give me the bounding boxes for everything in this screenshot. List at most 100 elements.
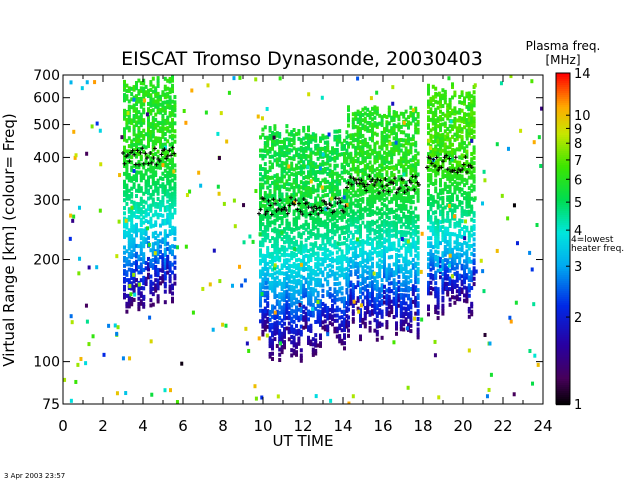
echo-cell <box>319 257 322 262</box>
echo-cell <box>407 230 410 235</box>
echo-cell <box>261 319 265 324</box>
echo-cell <box>275 309 279 314</box>
echo-cell <box>373 286 377 291</box>
echo-cell <box>434 262 438 267</box>
echo-cell <box>156 196 160 201</box>
echo-cell <box>451 253 454 258</box>
echo-cell <box>125 196 129 201</box>
echo-cell <box>441 122 445 127</box>
echo-cell <box>465 249 469 254</box>
echo-cell <box>343 167 346 172</box>
echo-cell <box>135 207 138 212</box>
echo-cell <box>465 144 469 149</box>
echo-cell <box>311 189 315 194</box>
echo-cell <box>453 132 457 137</box>
echo-cell <box>316 293 320 298</box>
echo-cell <box>375 109 379 114</box>
echo-cell <box>465 160 469 165</box>
echo-cell <box>290 229 294 234</box>
echo-cell <box>463 120 466 125</box>
echo-cell <box>439 225 442 230</box>
echo-cell <box>414 172 418 177</box>
echo-cell <box>368 210 372 215</box>
echo-cell <box>392 286 396 291</box>
echo-cell <box>333 158 337 163</box>
echo-cell <box>304 219 308 224</box>
echo-cell <box>132 290 136 295</box>
echo-cell <box>127 194 131 199</box>
echo-cell <box>416 322 420 327</box>
echo-cell <box>409 302 413 307</box>
echo-cell <box>299 232 303 237</box>
echo-cell <box>427 199 430 204</box>
echo-cell <box>144 266 148 271</box>
echo-cell <box>407 209 410 214</box>
echo-cell <box>135 96 138 101</box>
echo-cell <box>472 247 476 252</box>
echo-cell <box>326 256 330 261</box>
echo-cell <box>168 100 172 105</box>
echo-cell <box>458 142 462 147</box>
echo-cell <box>434 244 438 249</box>
echo-cell <box>295 147 298 152</box>
echo-cell <box>414 230 418 235</box>
echo-cell <box>142 191 146 196</box>
echo-cell <box>139 212 143 217</box>
echo-cell <box>285 258 289 263</box>
echo-cell <box>349 201 353 206</box>
echo-cell <box>404 319 408 324</box>
echo-cell <box>383 211 386 216</box>
echo-cell <box>392 315 396 320</box>
echo-cell <box>319 315 322 320</box>
echo-cell <box>135 146 138 151</box>
echo-cell <box>135 251 138 256</box>
echo-cell <box>326 327 330 332</box>
echo-cell <box>132 124 136 129</box>
echo-cell <box>407 259 410 264</box>
echo-cell <box>375 282 379 287</box>
echo-cell <box>368 144 372 149</box>
echo-cell <box>347 142 350 147</box>
echo-cell <box>168 250 172 255</box>
echo-cell <box>297 278 301 283</box>
echo-cell <box>161 279 165 284</box>
echo-cell <box>304 319 308 324</box>
echo-cell <box>331 256 334 261</box>
echo-cell <box>142 86 146 91</box>
echo-cell <box>123 234 126 239</box>
echo-cell <box>271 262 274 267</box>
echo-cell <box>397 264 401 269</box>
echo-cell <box>460 200 464 205</box>
echo-cell <box>125 117 129 122</box>
echo-cell <box>151 100 155 105</box>
echo-cell <box>409 145 413 150</box>
echo-cell <box>273 237 277 242</box>
echo-cell <box>387 286 391 291</box>
echo-cell <box>378 292 382 297</box>
echo-cell <box>307 180 310 185</box>
echo-cell <box>299 148 303 153</box>
echo-cell <box>343 159 346 164</box>
echo-cell <box>363 284 367 289</box>
echo-cell <box>168 216 172 221</box>
echo-cell <box>455 194 459 199</box>
y-axis-label-text: Virtual Range [km] (colour= Freq) <box>0 113 18 366</box>
echo-cell <box>411 200 415 205</box>
echo-cell <box>139 301 143 306</box>
echo-cell <box>351 159 355 164</box>
echo-cell <box>351 264 355 269</box>
echo-cell <box>299 314 303 319</box>
echo-cell <box>273 184 277 189</box>
echo-cell <box>387 231 391 236</box>
echo-cell <box>268 336 272 341</box>
echo-cell <box>340 217 344 222</box>
echo-cell <box>411 194 415 199</box>
echo-cell <box>451 263 454 268</box>
echo-cell <box>465 118 469 123</box>
echo-cell <box>402 280 406 285</box>
echo-cell <box>299 224 303 229</box>
echo-cell <box>309 339 313 344</box>
echo-cell <box>321 236 325 241</box>
echo-cell <box>431 252 435 257</box>
echo-cell <box>149 206 153 211</box>
